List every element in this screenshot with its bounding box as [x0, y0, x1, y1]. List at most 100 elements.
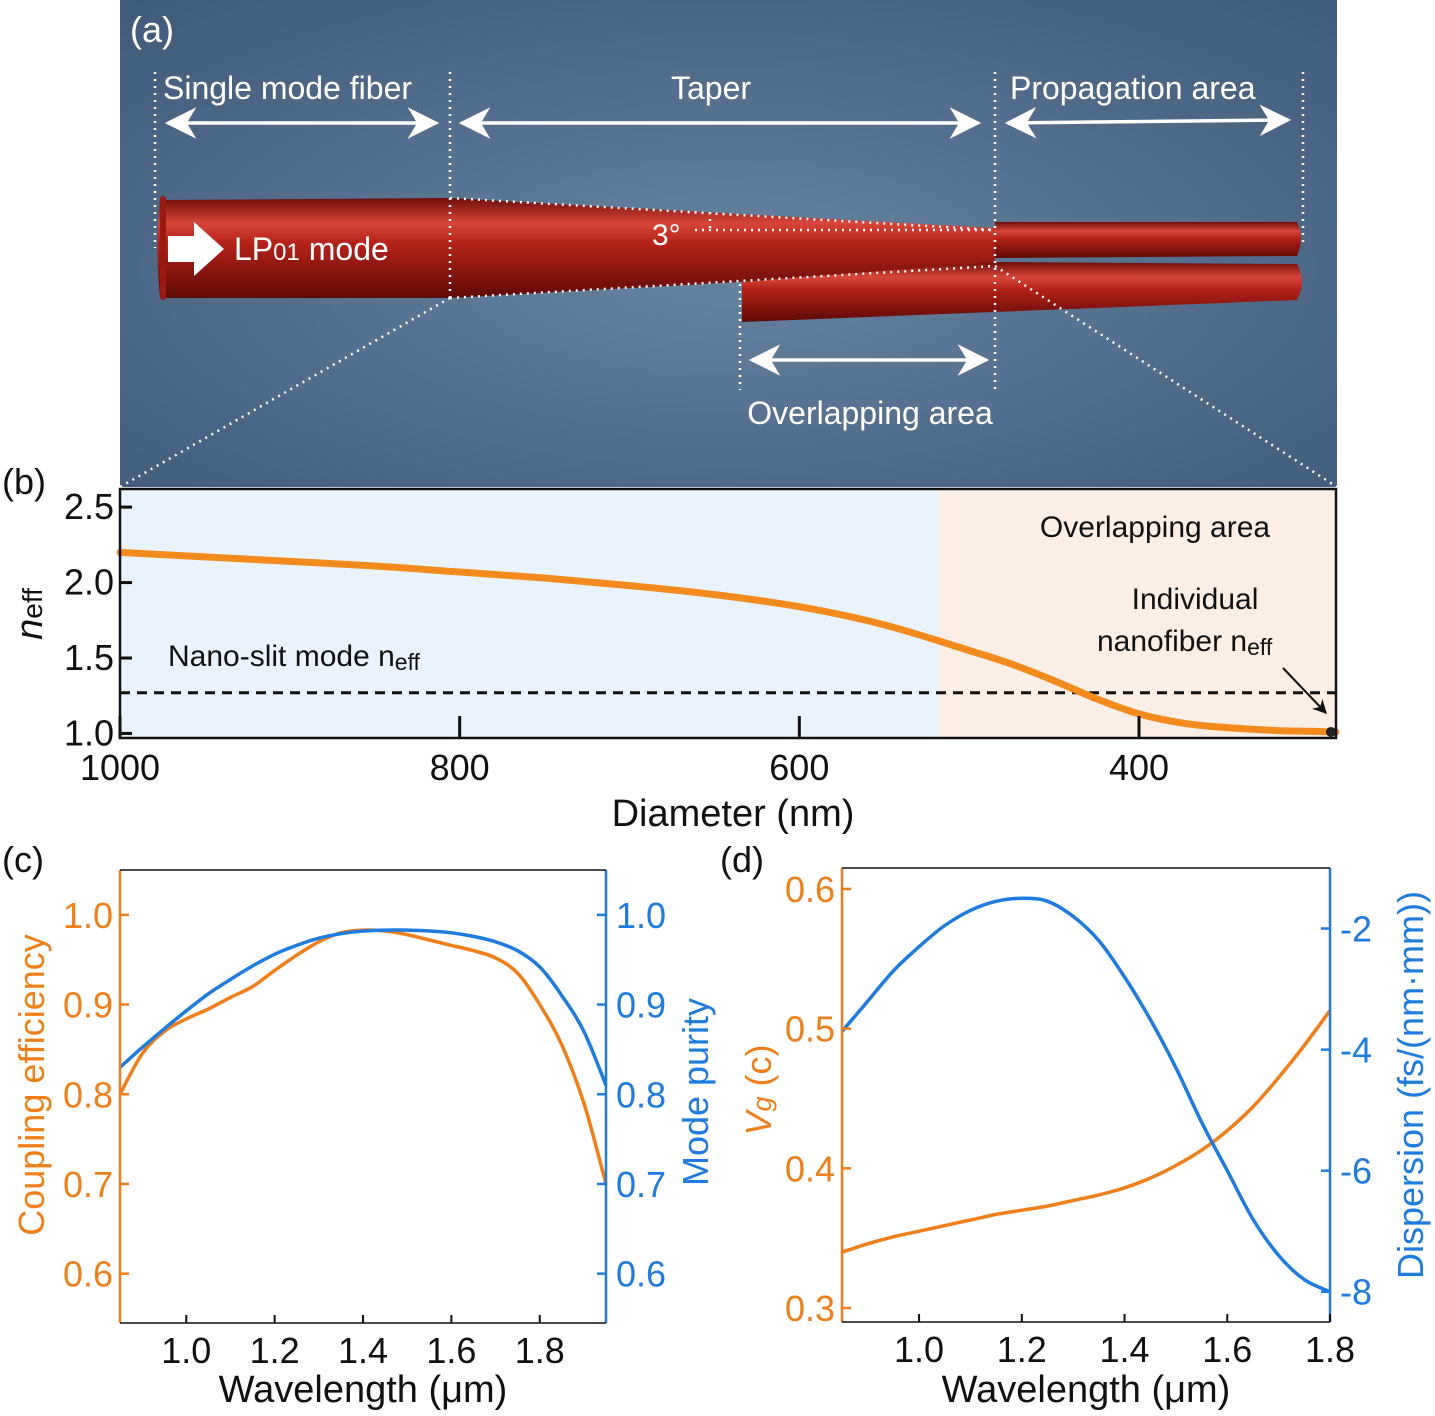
b-endpoint-marker [1326, 726, 1336, 737]
d-left-tick-label: 0.5 [785, 1009, 835, 1050]
c-right-tick-label: 0.6 [616, 1254, 666, 1295]
c-right-tick-label: 0.9 [616, 985, 666, 1026]
c-left-ticks: 0.6 0.7 0.8 0.9 1.0 [63, 895, 129, 1295]
d-left-tick-label: 0.4 [785, 1148, 835, 1189]
b-annotation-line2: nanofiber neff [1097, 625, 1273, 660]
c-left-tick-label: 0.9 [63, 985, 113, 1026]
panel-c-label: (c) [2, 839, 44, 880]
line [994, 264, 1338, 489]
c-x-tick-label: 1.2 [250, 1330, 300, 1371]
b-region-1 [938, 489, 1336, 738]
b-x-tick-label: 400 [1109, 747, 1169, 788]
panel-c: (c) 1.0 1.2 1.4 1.6 1.8 0.60.70.80.91.0 0.60… [2, 839, 716, 1411]
taper-angle-label: 3° [652, 219, 681, 252]
d-right-tick-label: -2 [1340, 909, 1372, 950]
overlap-area-label-a: Overlapping area [747, 395, 993, 431]
b-annotation-line1: Individual [1132, 583, 1259, 616]
panel-a: (a) Single mode fiber Taper [119, 0, 1338, 489]
c-series-right [118, 928, 608, 1086]
b-annotation-line2-main: nanofiber n [1097, 625, 1247, 658]
b-x-tick-label: 600 [769, 747, 829, 788]
b-plot-frame [118, 487, 1338, 740]
b-reference-label: Nano-slit mode neff [168, 640, 421, 675]
b-y-axis-label-main: n [9, 619, 51, 640]
d-left-tick-label: 0.3 [785, 1288, 835, 1329]
b-y-tick-label: 1.5 [64, 637, 114, 678]
b-annotation-arrow [1282, 667, 1327, 715]
c-series [118, 928, 608, 1185]
c-x-tick-label: 1.8 [515, 1330, 565, 1371]
panel-b-label: (b) [2, 461, 46, 502]
d-right-ticks: -8 -6 -4 -2 [1321, 909, 1372, 1313]
d-x-axis-label: Wavelength (μm) [942, 1369, 1231, 1411]
c-left-tick-label: 0.7 [63, 1164, 113, 1205]
d-x-tick-label: 1.6 [1202, 1329, 1252, 1370]
d-series-right [840, 896, 1331, 1294]
mode-label-subscript: 01 [273, 239, 300, 266]
propagation-fiber-lower [742, 262, 1302, 322]
section-label-single-mode: Single mode fiber [163, 70, 412, 106]
d-series [840, 896, 1332, 1294]
b-x-ticks: 1000 800 600 400 [80, 716, 1169, 788]
b-annotation-line2-sub: eff [1247, 634, 1273, 660]
c-x-tick-label: 1.4 [338, 1330, 388, 1371]
propagation-fiber-upper [995, 222, 1301, 258]
d-x-ticks: 1.0 1.2 1.4 1.6 1.8 [894, 1314, 1355, 1370]
c-x-tick-label: 1.0 [161, 1330, 211, 1371]
panel-d: (d) 1.0 1.2 1.4 1.6 1.8 0.30.40.50.6 -8-6-4-… [720, 839, 1431, 1411]
c-right-tick-label: 0.8 [616, 1074, 666, 1115]
d-left-axis-label-suffix: (c) [738, 1044, 779, 1096]
b-y-tick-label: 2.0 [64, 562, 114, 603]
b-y-tick-label: 1.0 [64, 712, 114, 753]
b-reference-label-sub: eff [395, 649, 421, 675]
mode-label-main: LP [234, 231, 273, 267]
c-left-tick-label: 0.6 [63, 1254, 113, 1295]
mode-label: LP01 mode [234, 231, 389, 267]
c-left-axis-label: Coupling efficiency [11, 934, 52, 1236]
panel-b: (b) Overlapping area Nano-slit mode neff… [2, 461, 1340, 835]
b-series-neff-curve [116, 548, 1340, 736]
b-x-tick-label: 800 [430, 747, 490, 788]
c-x-tick-label: 1.6 [426, 1330, 476, 1371]
c-left-tick-label: 0.8 [63, 1074, 113, 1115]
d-x-tick-label: 1.0 [894, 1329, 944, 1370]
d-x-tick-label: 1.8 [1305, 1329, 1355, 1370]
c-right-axis-label: Mode purity [675, 998, 716, 1186]
c-right-tick-label: 0.7 [616, 1164, 666, 1205]
line [119, 296, 451, 489]
section-label-propagation: Propagation area [1010, 70, 1256, 106]
taper-fiber [157, 198, 995, 298]
d-left-axis-label-sub: g [747, 1096, 777, 1111]
d-x-tick-label: 1.2 [997, 1329, 1047, 1370]
c-x-ticks: 1.0 1.2 1.4 1.6 1.8 [161, 1315, 565, 1371]
d-right-tick-label: -8 [1340, 1272, 1372, 1313]
d-x-tick-label: 1.4 [1100, 1329, 1150, 1370]
d-series-left [841, 1009, 1332, 1254]
mode-label-suffix: mode [300, 231, 389, 267]
b-y-axis-label-sub: eff [17, 588, 48, 619]
b-y-axis-label: neff [9, 588, 51, 640]
d-left-axis-label-main: V [738, 1109, 779, 1136]
dotted-guides [119, 72, 1338, 489]
d-right-axis-label: Dispersion (fs/(nm·mm)) [1390, 891, 1431, 1279]
section-arrows [164, 104, 1292, 376]
b-region-0 [120, 489, 939, 738]
d-right-tick-label: -6 [1340, 1151, 1372, 1192]
section-label-taper: Taper [671, 70, 751, 106]
d-left-tick-label: 0.6 [785, 869, 835, 910]
b-y-ticks: 1.0 1.5 2.0 2.5 [64, 486, 132, 753]
panel-d-label: (d) [720, 839, 764, 880]
b-x-tick-label: 1000 [80, 747, 160, 788]
fiber-end-cap [160, 196, 166, 300]
b-x-axis-label: Diameter (nm) [612, 793, 855, 835]
b-overlap-region-label: Overlapping area [1040, 511, 1270, 544]
c-left-tick-label: 1.0 [63, 895, 113, 936]
c-x-axis-label: Wavelength (μm) [219, 1369, 508, 1411]
c-right-ticks: 0.6 0.7 0.8 0.9 1.0 [597, 895, 666, 1295]
input-arrow-icon [168, 222, 224, 276]
c-series-left [118, 928, 608, 1185]
d-right-tick-label: -4 [1340, 1030, 1372, 1071]
d-left-axis-label: Vg (c) [738, 1044, 779, 1135]
b-y-tick-label: 2.5 [64, 486, 114, 527]
